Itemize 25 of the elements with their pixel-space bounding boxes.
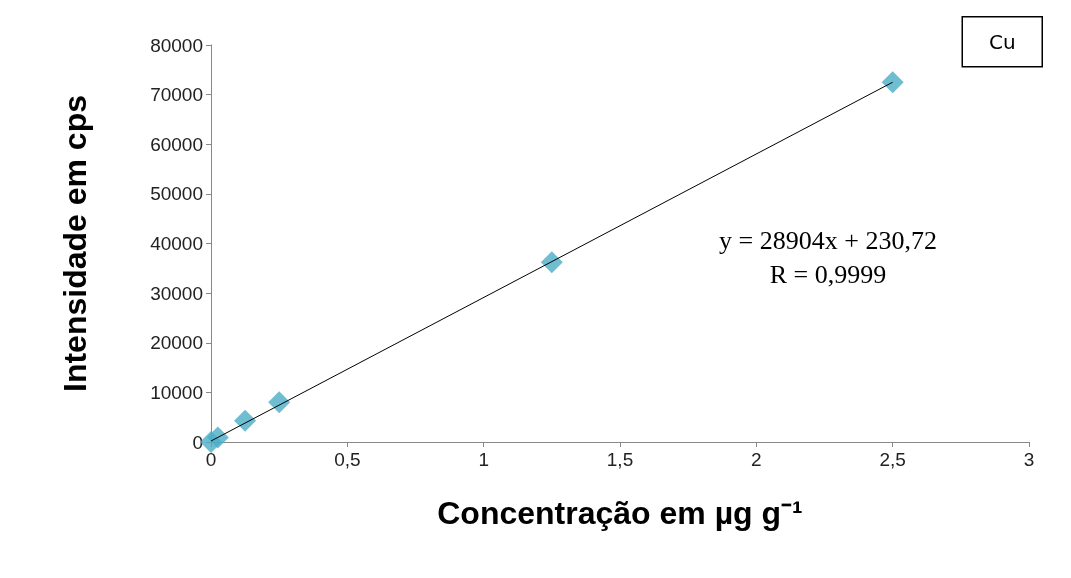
y-axis-title: Intensidade em cps (57, 95, 93, 392)
point (234, 409, 257, 432)
point (268, 391, 291, 414)
x-axis-title: Concentração em µg g⁻¹ (437, 495, 803, 531)
y-tick-label: 30000 (150, 282, 203, 304)
x-tick-label: 0 (205, 449, 217, 470)
chart-title: Cu (988, 29, 1016, 54)
y-tick-label: 0 (192, 431, 203, 453)
y-tick-label: 60000 (150, 133, 203, 155)
y-tick-label: 80000 (150, 34, 203, 56)
point (881, 71, 904, 94)
annotation: y = 28904x + 230,72 R = 0,9999 (719, 225, 937, 289)
y-tick-label: 70000 (150, 84, 203, 106)
point (540, 251, 563, 274)
y-tick-label: 10000 (150, 381, 203, 403)
y-tick-label: 50000 (150, 183, 203, 205)
x-tick-label: 0,5 (334, 449, 361, 470)
x-tick-label: 2,5 (879, 449, 906, 470)
x-tick-label: 2 (751, 449, 762, 470)
y-tick-label: 40000 (150, 233, 203, 254)
point (206, 426, 229, 449)
y-tick-label: 20000 (150, 332, 203, 354)
x-tick-label: 3 (1023, 449, 1035, 470)
x-tick-label: 1 (478, 449, 489, 470)
x-tick-label: 1,5 (606, 449, 634, 470)
